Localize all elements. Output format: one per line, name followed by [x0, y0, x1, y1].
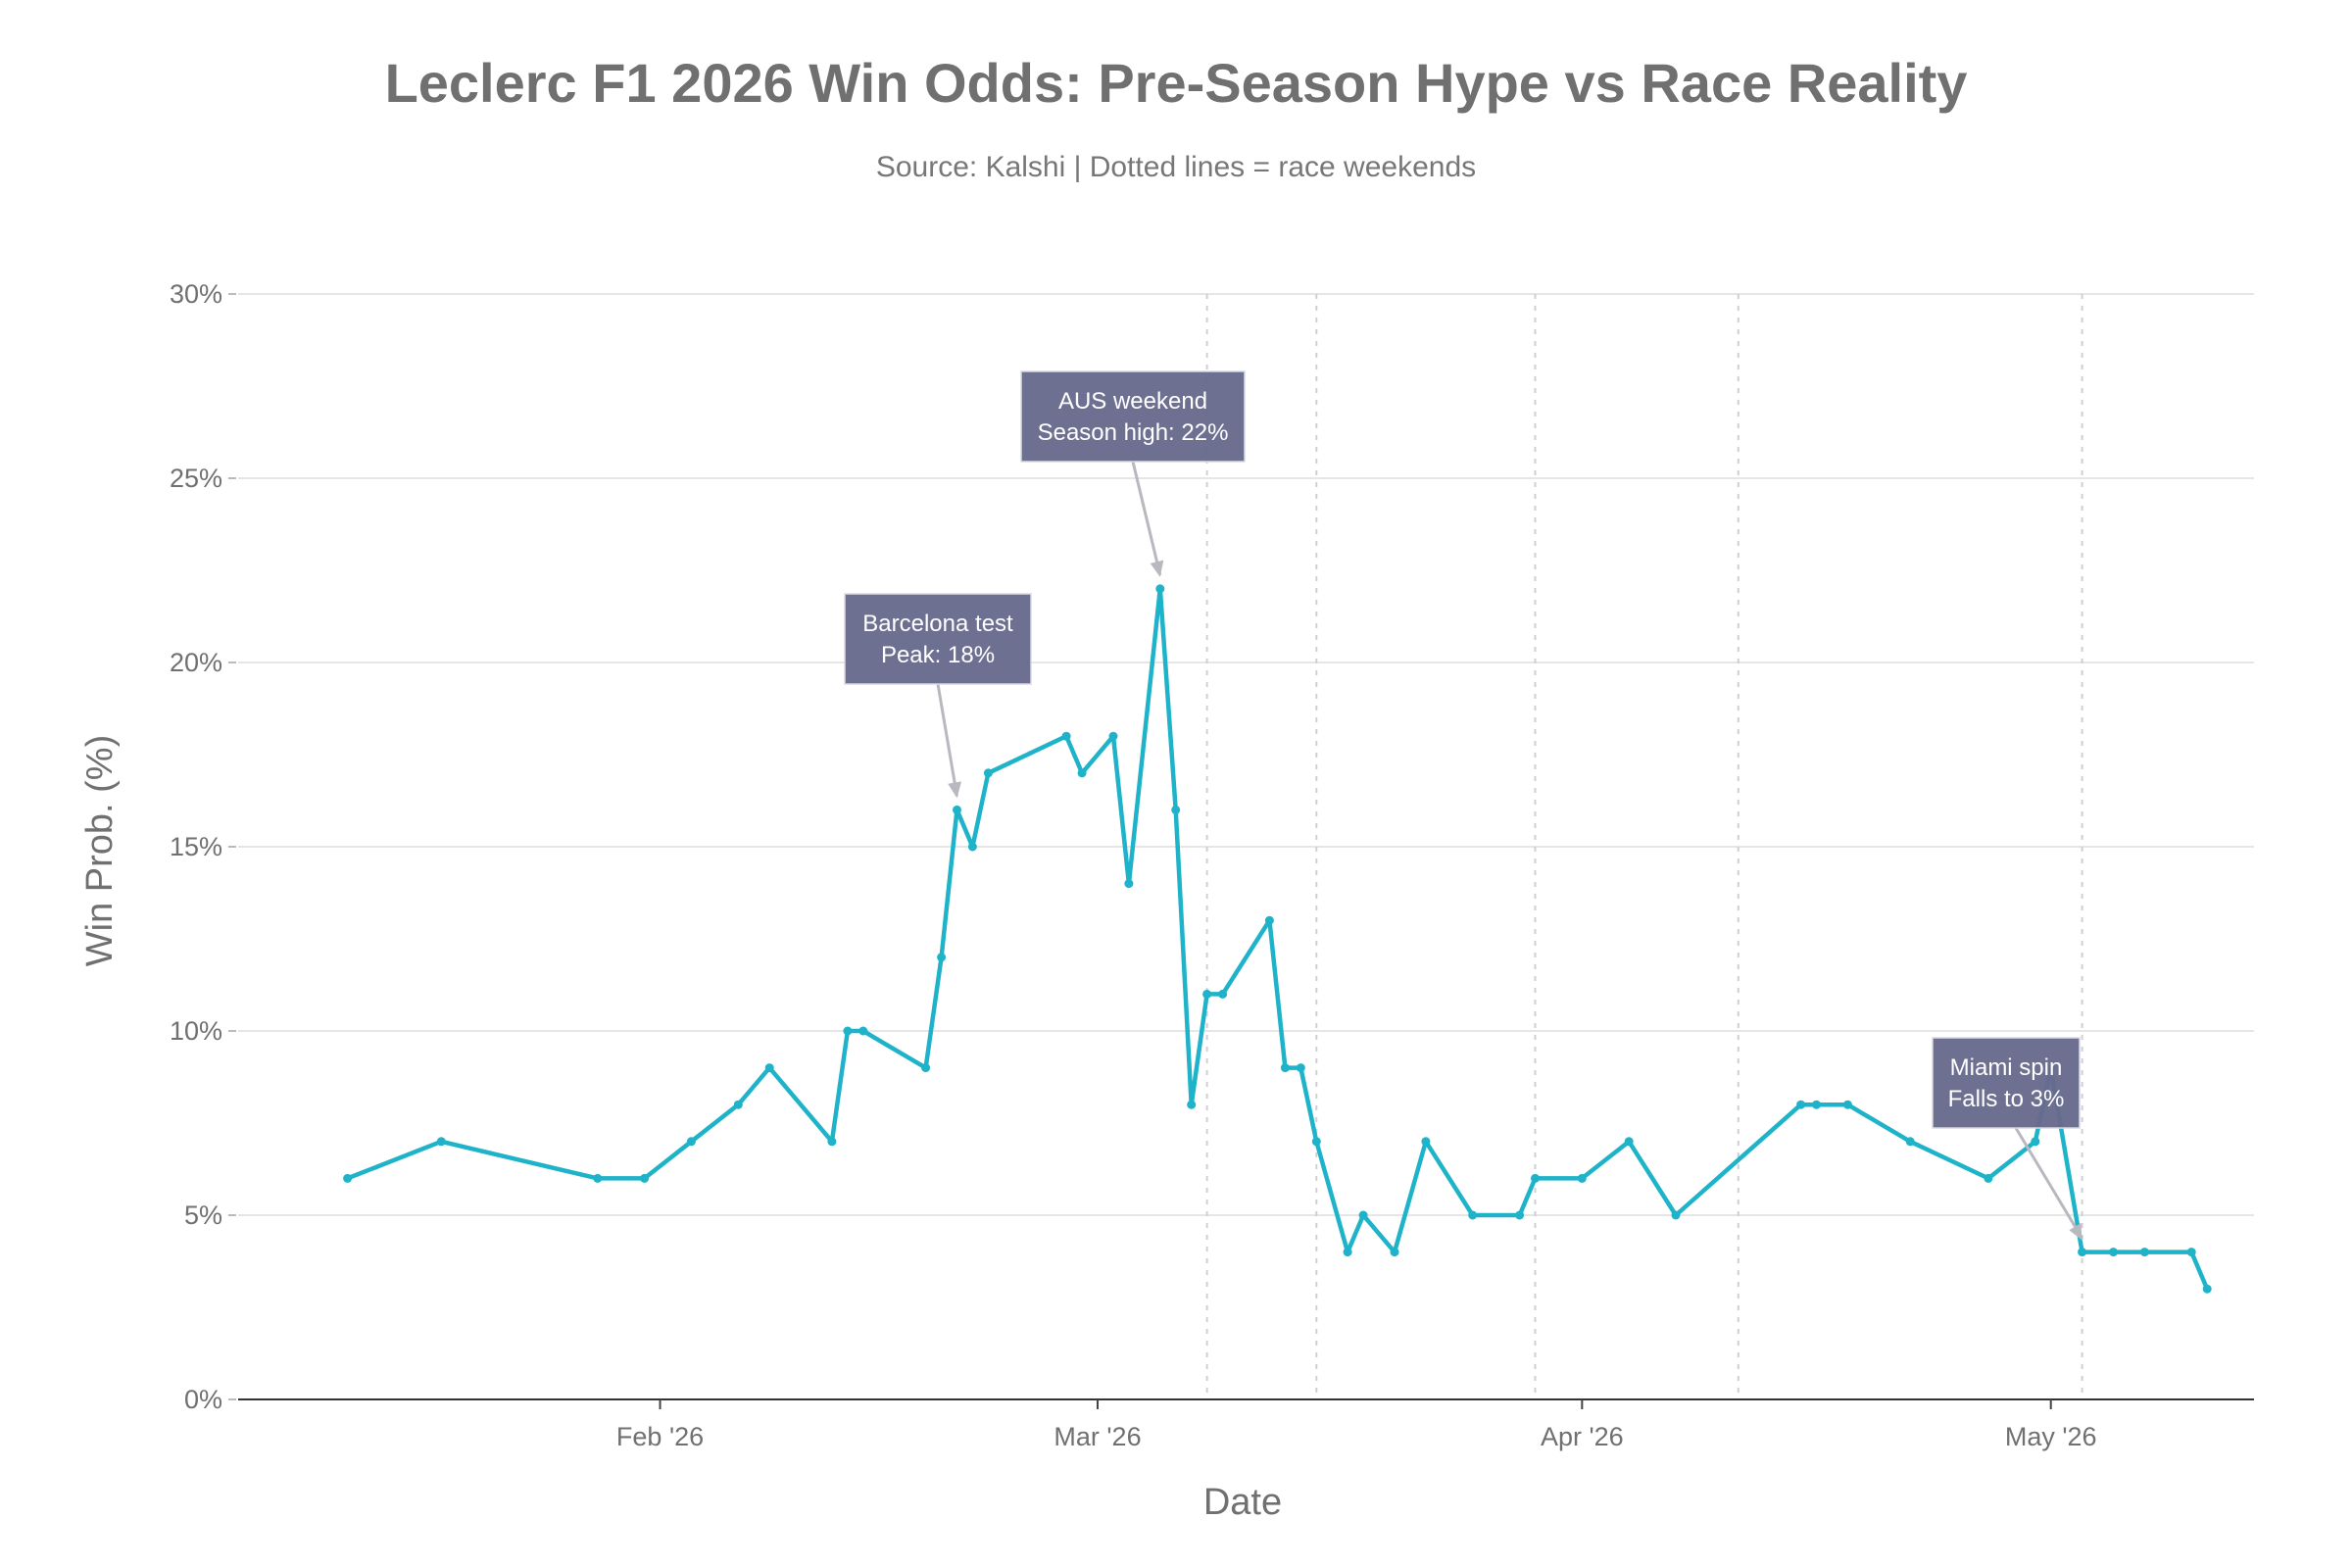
annotation-arrowhead: [1150, 560, 1164, 577]
annotation: Barcelona test Peak: 18%: [844, 593, 1032, 799]
data-point: [2078, 1248, 2087, 1257]
data-point: [1984, 1173, 1993, 1183]
data-point: [2109, 1248, 2118, 1257]
y-tick-label: 10%: [170, 1016, 222, 1046]
data-point: [1108, 731, 1118, 741]
x-tick-label: Apr '26: [1541, 1422, 1624, 1451]
data-point: [921, 1063, 931, 1073]
data-point: [1421, 1137, 1431, 1147]
data-point: [983, 768, 993, 778]
data-point: [1124, 879, 1134, 889]
annotation-arrowhead: [2069, 1222, 2082, 1241]
annotation-text: Miami spin: [1950, 1054, 2063, 1081]
data-point: [967, 842, 977, 852]
data-point: [1264, 915, 1274, 925]
data-point: [1577, 1173, 1587, 1183]
annotation-text: Barcelona test: [862, 611, 1013, 637]
data-point: [1280, 1063, 1290, 1073]
data-point: [1187, 1100, 1197, 1109]
data-point: [1812, 1100, 1821, 1109]
annotation-text: AUS weekend: [1058, 388, 1207, 415]
x-tick-label: Mar '26: [1054, 1422, 1141, 1451]
x-tick-label: Feb '26: [616, 1422, 704, 1451]
data-point: [764, 1063, 774, 1073]
annotation-box: [844, 593, 1032, 685]
data-point: [2031, 1137, 2040, 1147]
annotation-text: Peak: 18%: [881, 642, 995, 668]
race-weekend-lines: [1205, 294, 2083, 1399]
series-layer: [343, 584, 2212, 1294]
data-point: [953, 805, 961, 814]
data-point: [1671, 1210, 1681, 1220]
data-point: [858, 1026, 868, 1036]
y-tick-label: 5%: [184, 1200, 222, 1230]
annotation-box: [1932, 1037, 2081, 1129]
data-point: [593, 1173, 603, 1183]
data-point: [827, 1137, 837, 1147]
annotation-arrow: [1131, 461, 1162, 576]
y-tick-label: 20%: [170, 648, 222, 677]
data-point: [1296, 1063, 1305, 1073]
data-point: [1515, 1210, 1525, 1220]
data-point: [640, 1173, 650, 1183]
data-point: [1842, 1100, 1852, 1109]
x-axis-title: Date: [1203, 1482, 1282, 1523]
x-tick-label: May '26: [2005, 1422, 2097, 1451]
axes: 0% 5% 10% 15% 20% 25% 30% Feb '26 Mar '26 Apr '26…: [170, 279, 2254, 1451]
y-axis-title: Win Prob. (%): [79, 735, 121, 966]
data-point: [1061, 731, 1071, 741]
annotation-text: Season high: 22%: [1038, 419, 1229, 446]
data-point: [686, 1137, 696, 1147]
data-point: [1343, 1248, 1352, 1257]
data-point: [1311, 1137, 1321, 1147]
data-point: [2139, 1248, 2149, 1257]
annotation-arrow: [936, 683, 958, 797]
data-point: [436, 1137, 446, 1147]
data-point: [1468, 1210, 1478, 1220]
annotation-text: Falls to 3%: [1948, 1086, 2065, 1112]
data-point: [1077, 768, 1087, 778]
data-point: [843, 1026, 853, 1036]
annotation: Miami spin Falls to 3%: [1932, 1037, 2083, 1241]
y-tick-label: 25%: [170, 464, 222, 493]
data-point: [2186, 1248, 2196, 1257]
annotation-box: [1020, 370, 1246, 463]
annotations: Barcelona test Peak: 18% AUS weekend Season…: [844, 370, 2083, 1241]
chart-subtitle: Source: Kalshi | Dotted lines = race wee…: [876, 151, 1476, 183]
data-point: [733, 1100, 743, 1109]
gridlines: [238, 293, 2254, 1216]
series-line: [345, 586, 2210, 1292]
data-point: [1531, 1173, 1540, 1183]
data-point: [1218, 989, 1228, 999]
data-point: [343, 1173, 353, 1183]
data-point: [1155, 584, 1165, 594]
y-tick-label: 15%: [170, 832, 222, 861]
data-point: [1905, 1137, 1915, 1147]
data-point: [1624, 1137, 1634, 1147]
annotation-arrow: [2014, 1127, 2083, 1240]
y-tick-label: 30%: [170, 279, 222, 309]
data-point: [1358, 1210, 1368, 1220]
y-tick-label: 0%: [184, 1385, 222, 1414]
data-point: [1202, 989, 1212, 999]
chart-title: Leclerc F1 2026 Win Odds: Pre-Season Hyp…: [385, 52, 1968, 114]
data-point: [937, 953, 947, 962]
data-point: [1796, 1100, 1806, 1109]
data-point: [1171, 805, 1181, 814]
annotation-arrowhead: [948, 781, 962, 799]
data-point: [2202, 1284, 2212, 1294]
data-point: [1390, 1248, 1399, 1257]
annotation: AUS weekend Season high: 22%: [1020, 370, 1246, 577]
